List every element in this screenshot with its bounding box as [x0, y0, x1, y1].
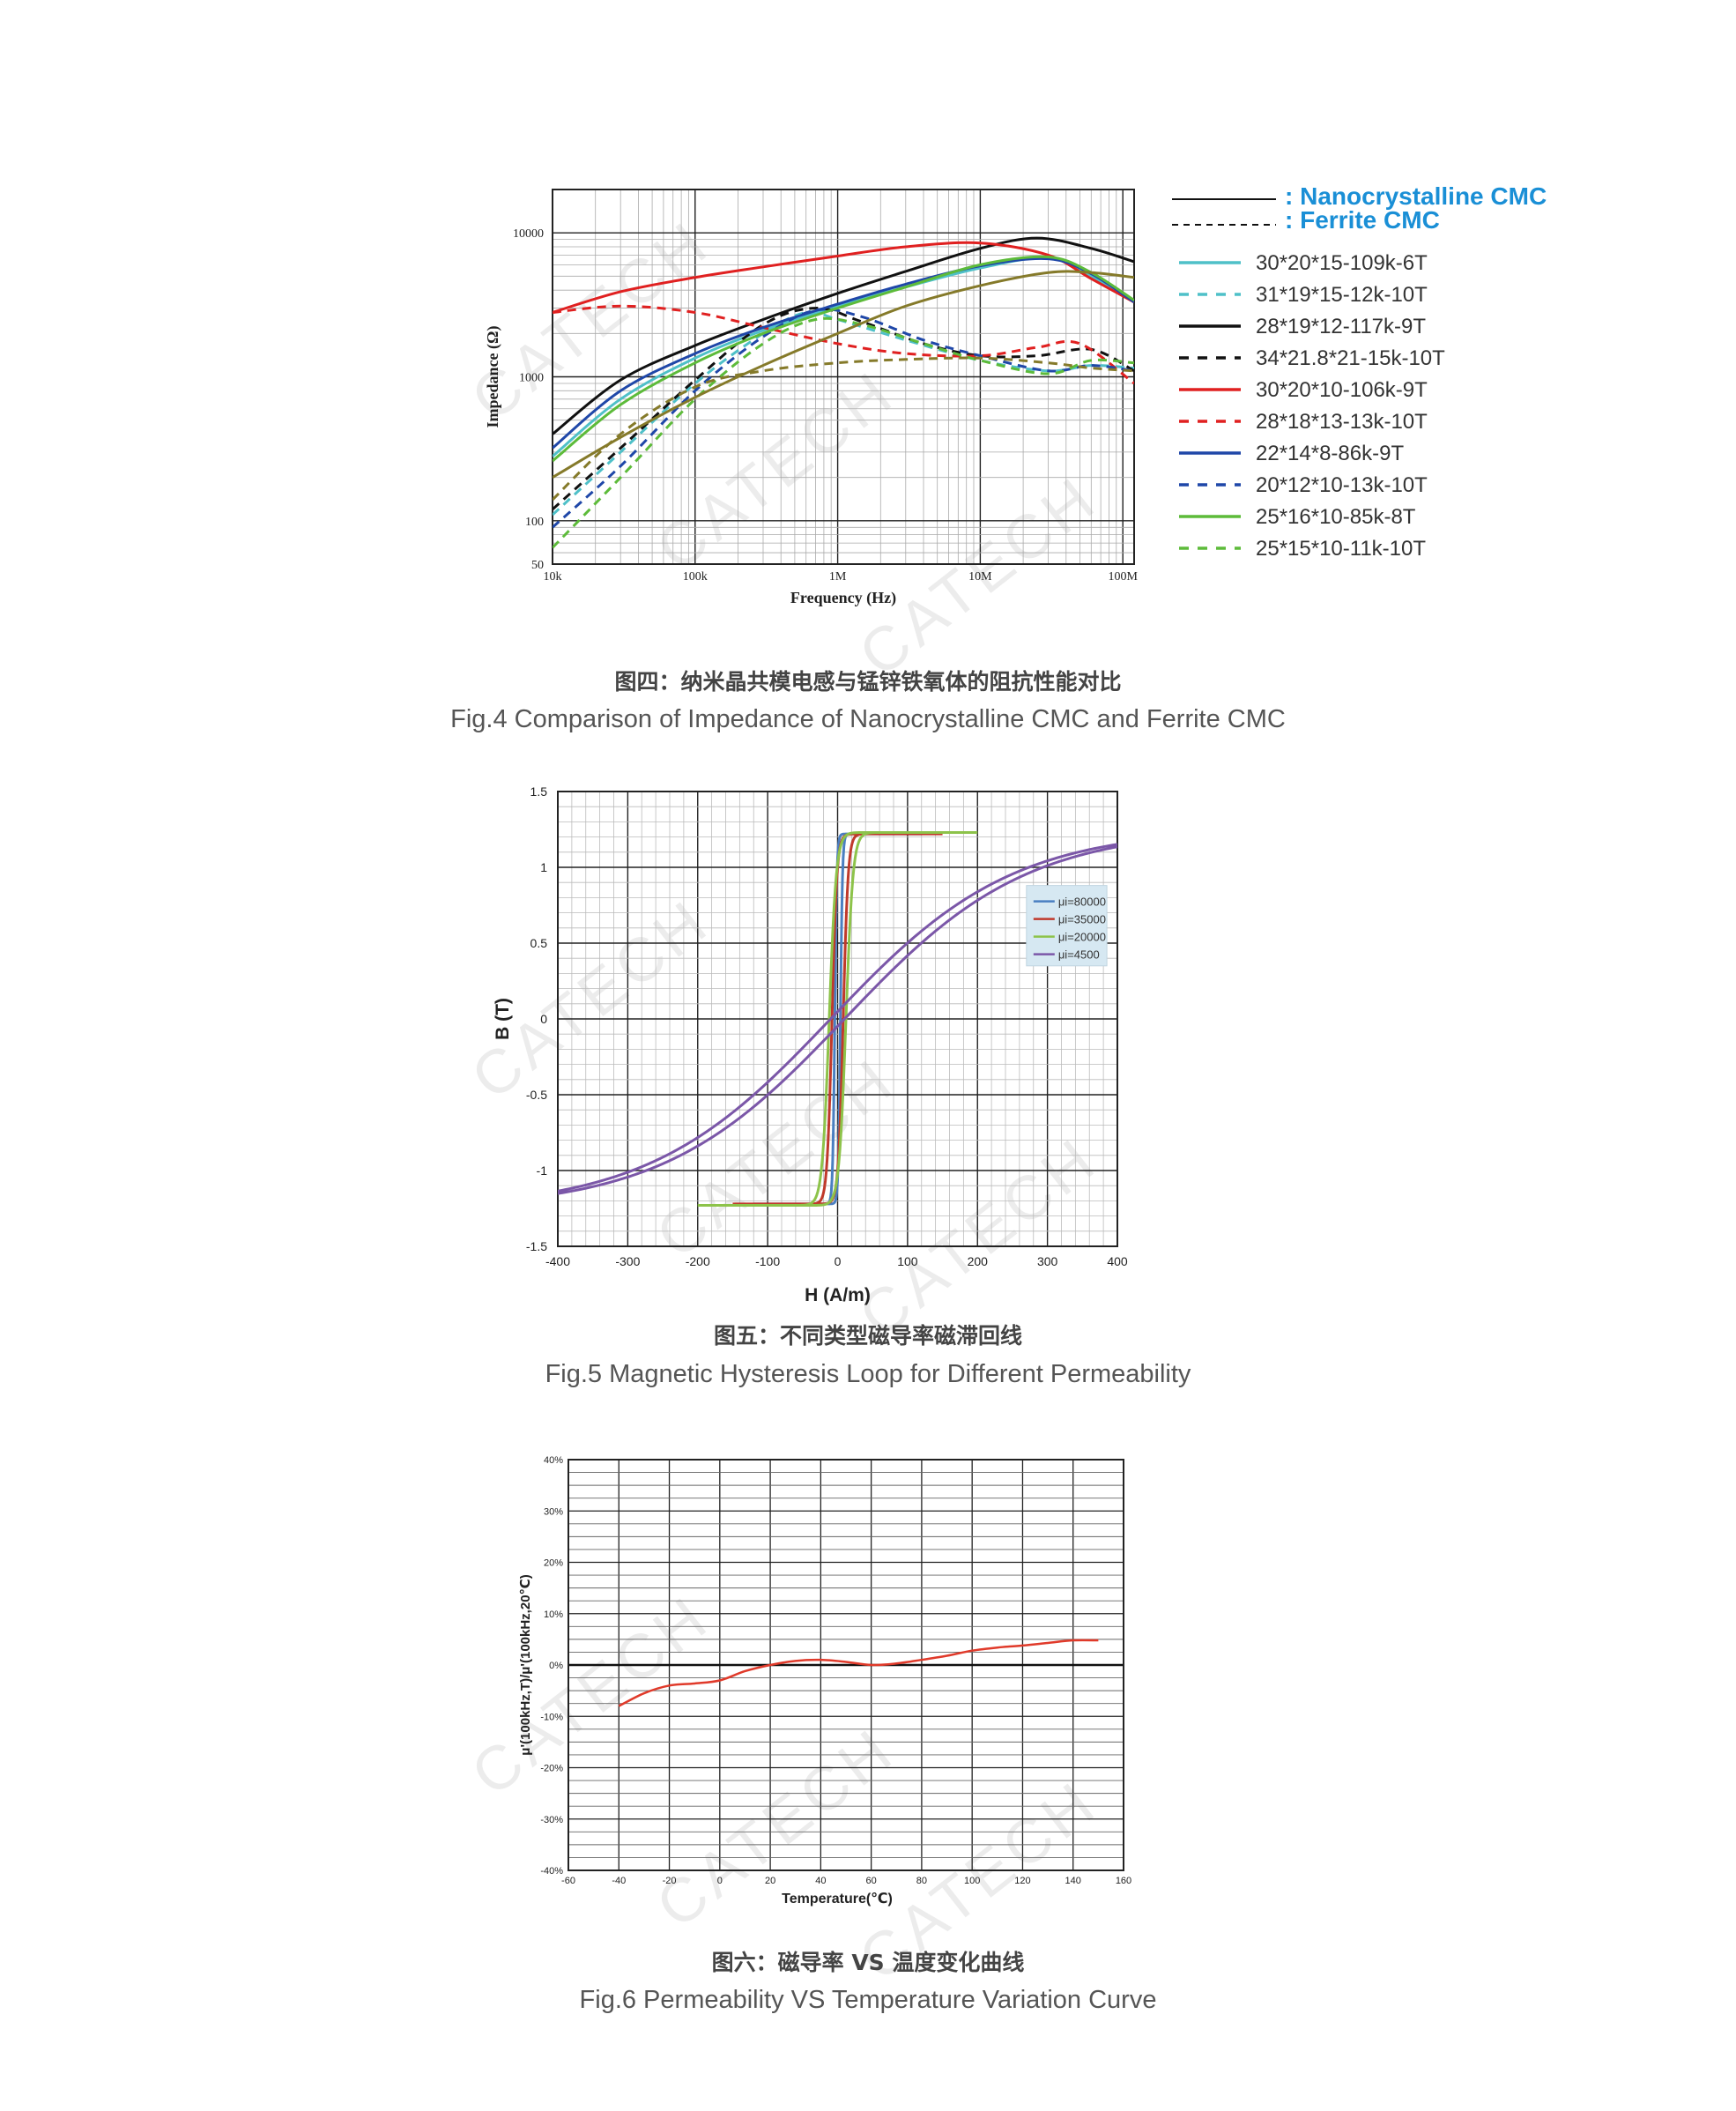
hysteresis-loop-line — [558, 843, 1117, 1195]
x-tick-label: 60 — [866, 1876, 877, 1886]
legend-entry: 31*19*15-12k-10T — [1256, 283, 1428, 307]
legend-entry: 30*20*10-106k-9T — [1256, 378, 1428, 402]
fig4-caption-en: Fig.4 Comparison of Impedance of Nanocry… — [450, 705, 1286, 733]
impedance-series-line — [553, 310, 1134, 517]
y-tick-label: 1000 — [519, 372, 544, 385]
x-tick-label: 0 — [717, 1876, 723, 1886]
x-tick-label: 200 — [968, 1254, 989, 1268]
impedance-series-line — [553, 304, 1134, 385]
x-tick-label: 400 — [1107, 1254, 1128, 1268]
legend-entry: 34*21.8*21-15k-10T — [1256, 346, 1445, 370]
x-tick-label: -20 — [663, 1876, 677, 1886]
legend-entry: μi=80000 — [1058, 896, 1106, 909]
y-tick-label: -1.5 — [526, 1239, 547, 1253]
x-axis-label: Frequency (Hz) — [790, 589, 896, 607]
x-tick-label: 20 — [765, 1876, 775, 1886]
y-tick-label: 20% — [544, 1558, 563, 1569]
y-axis-label: Impedance (Ω) — [484, 326, 502, 428]
legend-entry: 25*16*10-85k-8T — [1256, 505, 1416, 529]
legend-box — [1026, 885, 1108, 967]
y-tick-label: 1.5 — [530, 784, 548, 799]
fig6-caption-cn: 图六：磁导率 VS 温度变化曲线 — [711, 1950, 1025, 1975]
x-tick-label: -40 — [612, 1876, 626, 1886]
x-tick-label: 120 — [1014, 1876, 1030, 1886]
x-tick-label: -300 — [615, 1254, 640, 1268]
x-tick-label: 40 — [815, 1876, 826, 1886]
x-axis-label: H (A/m) — [805, 1285, 871, 1305]
legend-entry: 25*15*10-11k-10T — [1256, 537, 1426, 561]
legend-entry: 28*18*13-13k-10T — [1256, 410, 1428, 434]
hysteresis-loop-line — [697, 830, 978, 1208]
y-axis-label: B (T) — [493, 998, 513, 1040]
legend-entry: 28*19*12-117k-9T — [1256, 315, 1426, 338]
legend-entry: μi=4500 — [1058, 948, 1100, 962]
y-tick-label: -30% — [540, 1815, 563, 1825]
legend-entry: 22*14*8-86k-9T — [1256, 442, 1404, 465]
impedance-series-line — [553, 255, 1134, 463]
y-tick-label: 0% — [549, 1661, 563, 1671]
fig5-caption-cn: 图五：不同类型磁导率磁滞回线 — [713, 1323, 1022, 1349]
x-tick-label: 10k — [544, 570, 562, 583]
fig5-caption-en: Fig.5 Magnetic Hysteresis Loop for Diffe… — [545, 1360, 1191, 1388]
y-tick-label: 10000 — [513, 227, 544, 241]
plot-frame — [557, 791, 1118, 1247]
x-tick-label: 0 — [835, 1254, 842, 1268]
legend-title-dashed: : Ferrite CMC — [1285, 206, 1440, 234]
y-tick-label: 0 — [540, 1012, 547, 1026]
x-tick-label: 300 — [1037, 1254, 1058, 1268]
permeability-series-line — [618, 1639, 1099, 1707]
x-tick-label: 100k — [683, 570, 708, 583]
x-tick-label: -60 — [561, 1876, 575, 1886]
y-tick-label: -40% — [540, 1866, 563, 1877]
x-axis-label: Temperature(℃) — [782, 1892, 893, 1907]
impedance-series-line — [553, 256, 1134, 450]
x-tick-label: 80 — [916, 1876, 927, 1886]
y-tick-label: -1 — [537, 1163, 548, 1178]
x-tick-label: 140 — [1065, 1876, 1081, 1886]
fig4-caption-cn: 图四：纳米晶共模电感与锰锌铁氧体的阻抗性能对比 — [614, 669, 1122, 695]
legend-entry: 20*12*10-13k-10T — [1256, 473, 1428, 497]
legend-entry: 30*20*15-109k-6T — [1256, 251, 1428, 275]
impedance-series-line — [553, 316, 1134, 549]
impedance-series-line — [553, 236, 1134, 435]
plot-frame — [568, 1459, 1124, 1871]
x-tick-label: -400 — [545, 1254, 570, 1268]
y-tick-label: 40% — [544, 1455, 563, 1466]
y-tick-label: 0.5 — [530, 936, 548, 950]
y-tick-label: 10% — [544, 1609, 563, 1620]
y-tick-label: 50 — [531, 559, 544, 572]
temperature-chart: -60 -40 -20 0 20 40 60 80 100 120 140 160 -40% -30% -2… — [518, 1455, 1131, 1907]
legend-entry: μi=20000 — [1058, 931, 1106, 944]
plot-frame — [552, 189, 1135, 565]
y-tick-label: 1 — [540, 860, 547, 874]
x-tick-label: 160 — [1116, 1876, 1131, 1886]
legend-entry: μi=35000 — [1058, 913, 1106, 926]
impedance-series-line — [553, 356, 1134, 502]
y-tick-label: 100 — [525, 516, 544, 529]
x-tick-label: 100 — [964, 1876, 980, 1886]
x-tick-label: 100 — [897, 1254, 918, 1268]
impedance-series-line — [553, 307, 1134, 511]
impedance-series-line — [553, 270, 1134, 479]
x-tick-label: -200 — [686, 1254, 710, 1268]
x-tick-label: 100M — [1108, 570, 1138, 583]
y-tick-label: 30% — [544, 1506, 563, 1517]
x-tick-label: -100 — [755, 1254, 780, 1268]
hysteresis-chart: -400 -300 -200 -100 0 100 200 300 400 -1.5 -1 -0.5 0… — [493, 784, 1128, 1305]
legend-title-solid: : Nanocrystalline CMC — [1285, 182, 1547, 210]
y-tick-label: -20% — [540, 1764, 563, 1774]
fig6-caption-en: Fig.6 Permeability VS Temperature Variat… — [579, 1986, 1157, 2014]
y-tick-label: -10% — [540, 1712, 563, 1722]
x-tick-label: 1M — [829, 570, 847, 583]
impedance-series-line — [553, 308, 1134, 529]
y-axis-label: μ'(100kHz,T)/μ'(100kHz,20℃) — [518, 1574, 533, 1755]
x-tick-label: 10M — [968, 570, 992, 583]
y-tick-label: -0.5 — [526, 1088, 547, 1102]
impedance-chart: 10k 100k 1M 10M 100M 50 100 1000 10000 Frequency … — [484, 182, 1547, 607]
